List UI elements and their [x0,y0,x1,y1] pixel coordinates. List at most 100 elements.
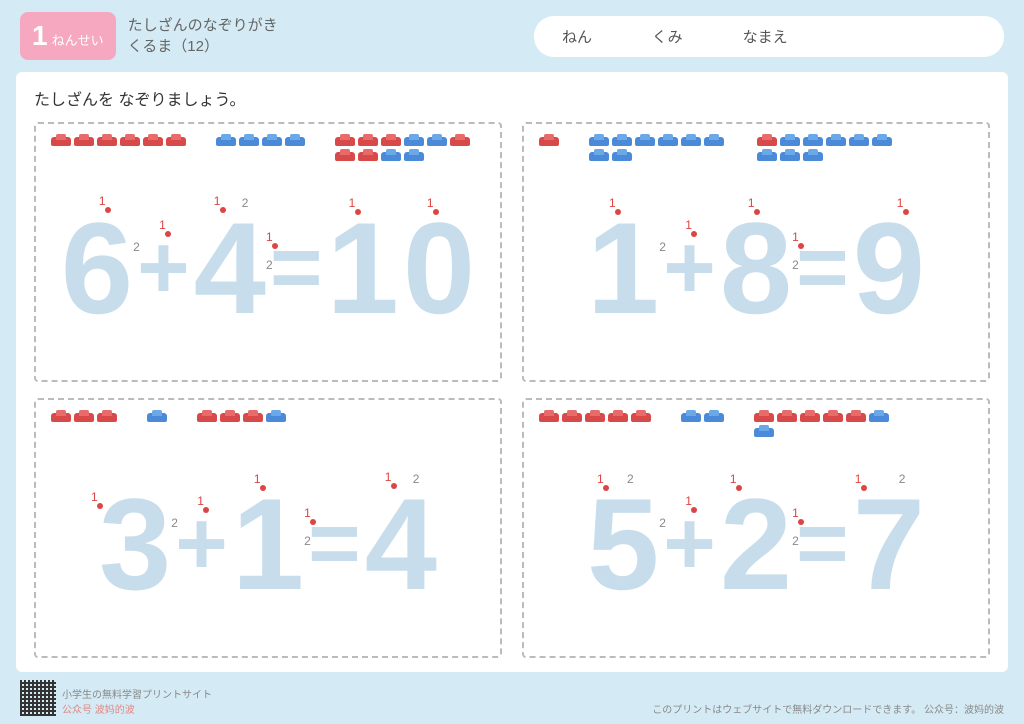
grade-badge: 1 ねんせい [20,12,116,60]
car-icon [779,134,801,148]
stroke-order-number: 1 [385,471,392,483]
trace-operator: =12 [796,499,849,589]
car-icon [848,134,870,148]
trace-digit: 11 [587,203,659,333]
stroke-order-number: 1 [254,473,261,485]
car-icon [380,149,402,163]
worksheet-footer: 小学生の無料学習プリントサイト 公众号 波妈的波 このプリントはウェブサイトで無… [20,680,1004,716]
cars-row [50,134,486,172]
problems-grid: 61+12412=12110111+1281=129131+1211=12412… [34,122,990,658]
car-icon [50,134,72,148]
instruction-text: たしざんを なぞりましょう。 [34,86,990,110]
stroke-order-number: 1 [748,197,755,209]
stroke-start-dot [220,207,226,213]
stroke-order-number: 2 [627,473,634,485]
trace-digit: 412 [365,479,437,609]
grade-number: 1 [32,20,48,52]
car-icon [165,134,187,148]
stroke-start-dot [165,231,171,237]
car-icon [802,134,824,148]
trace-digit: 81 [720,203,792,333]
car-icon [561,410,583,424]
trace-operator: +12 [663,223,716,313]
grade-label: ねんせい [52,30,104,49]
stroke-order-number: 2 [792,259,799,271]
trace-digit: 412 [194,203,266,333]
footer-right: このプリントはウェブサイトで無料ダウンロードできます。 公众号：波妈的波 [652,701,1004,716]
trace-operator: +12 [137,223,190,313]
trace-operator: =12 [796,223,849,313]
stroke-order-number: 1 [897,197,904,209]
stroke-order-number: 1 [266,231,273,243]
cars-operand-a [538,410,652,424]
car-icon [142,134,164,148]
footer-left-line2: 公众号 波妈的波 [62,701,212,716]
cars-operand-a [538,134,560,148]
stroke-order-number: 2 [266,259,273,271]
car-icon [756,134,778,148]
car-icon [238,134,260,148]
car-icon [73,410,95,424]
stroke-order-number: 1 [685,219,692,231]
car-icon [449,134,471,148]
stroke-order-number: 2 [899,473,906,485]
trace-digit: 512 [587,479,659,609]
worksheet-content: たしざんを なぞりましょう。 61+12412=12110111+1281=12… [16,72,1008,672]
trace-digit: 21 [720,479,792,609]
cars-sum [196,410,287,424]
stroke-order-number: 2 [133,241,140,253]
car-icon [611,149,633,163]
problem-box: 61+12412=121101 [34,122,502,382]
problem-box: 31+1211=12412 [34,398,502,658]
car-icon [219,410,241,424]
stroke-order-number: 1 [427,197,434,209]
car-icon [357,149,379,163]
trace-digit: 91 [853,203,925,333]
stroke-order-number: 1 [197,495,204,507]
car-icon [680,134,702,148]
stroke-start-dot [798,519,804,525]
stroke-start-dot [798,243,804,249]
car-icon [261,134,283,148]
car-icon [776,410,798,424]
trace-operator: =12 [270,223,323,313]
car-icon [607,410,629,424]
car-icon [588,149,610,163]
car-icon [96,410,118,424]
car-icon [50,410,72,424]
worksheet-header: 1 ねんせい たしざんのなぞりがき くるま（12） ねん くみ なまえ [0,0,1024,72]
stroke-start-dot [691,231,697,237]
cars-operand-b [680,410,725,424]
stroke-start-dot [391,483,397,489]
trace-digit: 11 [232,479,304,609]
cars-operand-a [50,410,118,424]
qr-code-icon [20,680,56,716]
car-icon [799,410,821,424]
equation: 31+1211=12412 [50,454,486,634]
car-icon [753,410,775,424]
car-icon [215,134,237,148]
car-icon [680,410,702,424]
footer-left-line1: 小学生の無料学習プリントサイト [62,686,212,701]
problem-box: 512+1221=12712 [522,398,990,658]
trace-digit: 61 [61,203,133,333]
stroke-start-dot [691,507,697,513]
equation: 512+1221=12712 [538,454,974,634]
stroke-order-number: 1 [597,473,604,485]
trace-operator: =12 [308,499,361,589]
car-icon [588,134,610,148]
stroke-order-number: 1 [609,197,616,209]
stroke-order-number: 2 [171,517,178,529]
stroke-order-number: 2 [413,473,420,485]
stroke-start-dot [97,503,103,509]
stroke-order-number: 2 [659,517,666,529]
stroke-order-number: 1 [91,491,98,503]
trace-operator: +12 [175,499,228,589]
title-line-1: たしざんのなぞりがき [128,15,278,36]
car-icon [802,149,824,163]
car-icon [242,410,264,424]
cars-operand-a [50,134,187,148]
stroke-start-dot [754,209,760,215]
trace-digit: 11 [327,203,399,333]
car-icon [634,134,656,148]
